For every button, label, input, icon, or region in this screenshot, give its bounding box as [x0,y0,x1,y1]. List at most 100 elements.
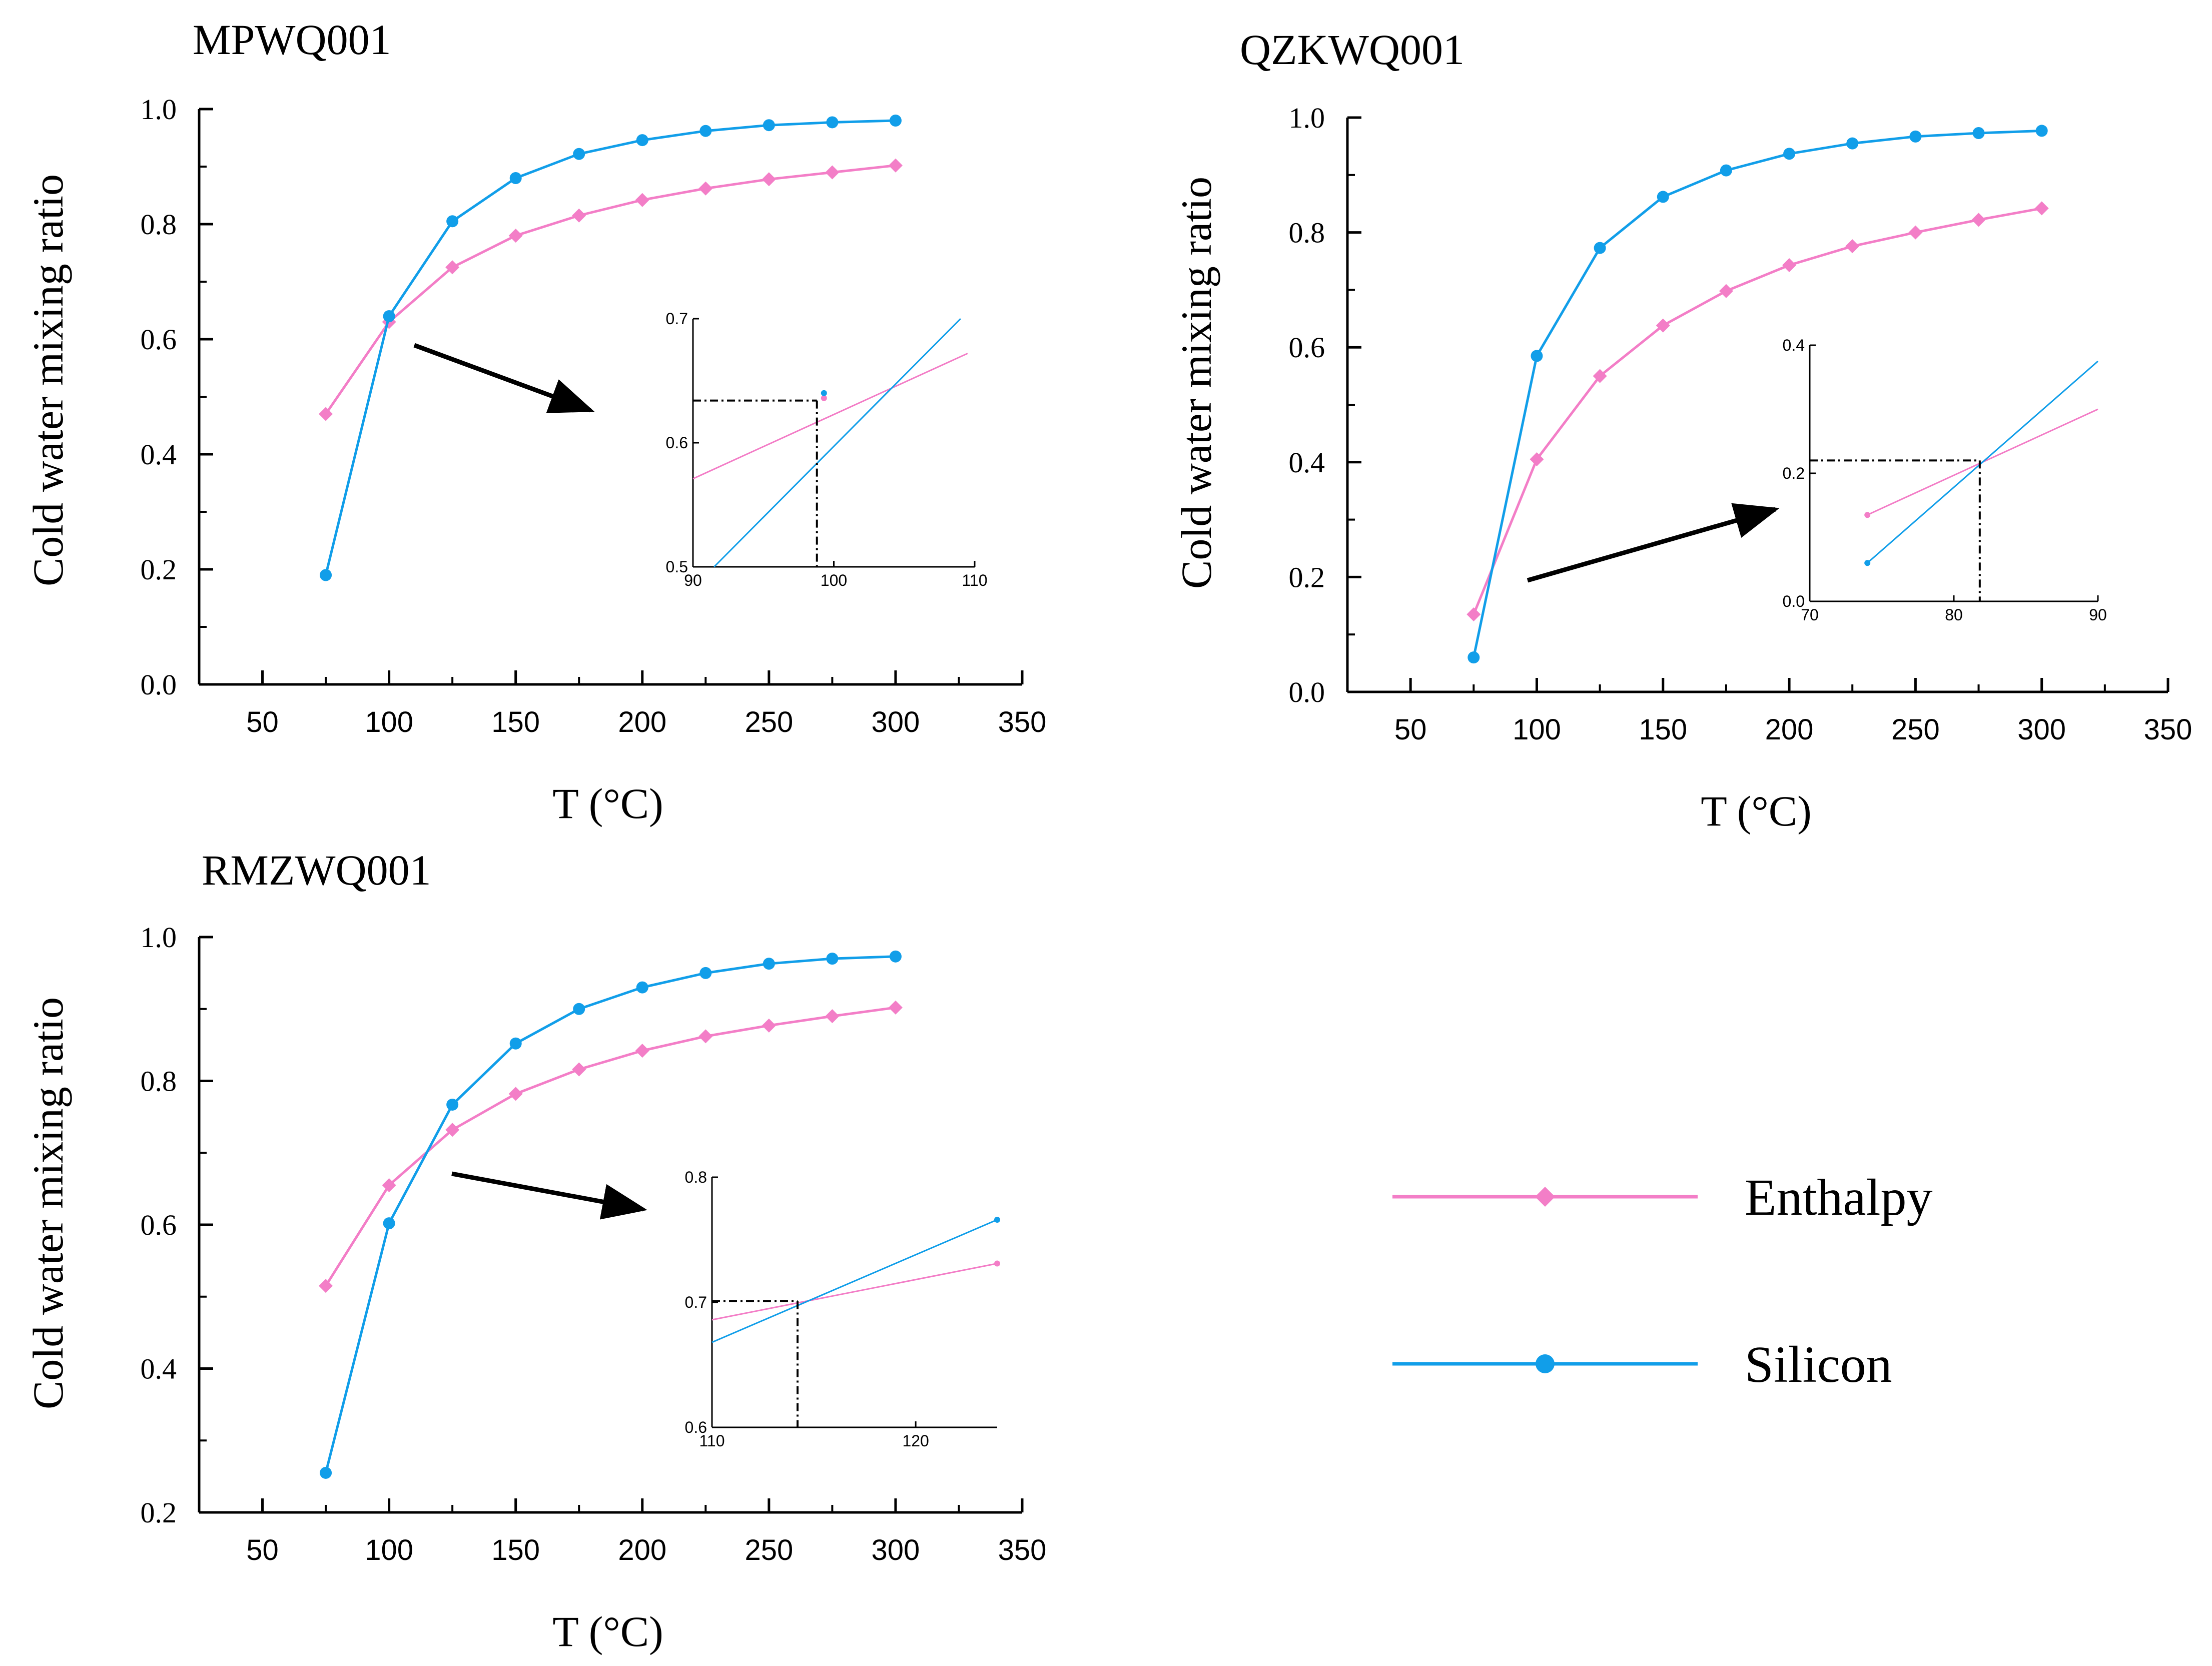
x-tick-label: 150 [491,706,540,738]
data-point-silicon [509,1037,522,1050]
inset-y-tick-label: 0.2 [1783,464,1805,482]
x-tick-label: 200 [618,706,666,738]
data-point-enthalpy [762,172,776,187]
data-point-silicon [383,310,395,322]
x-axis-label: T (°C) [1701,787,1812,835]
x-tick-label: 100 [1513,713,1561,746]
data-point-silicon [1972,127,1985,139]
y-tick-label: 0.4 [1289,446,1325,479]
data-point-enthalpy [698,181,713,196]
inset-chart: 70 80 90 0.0 0.2 0.4 [1783,336,2107,624]
data-point-silicon [1531,350,1543,362]
series-line-enthalpy [325,164,896,415]
chart-title: MPWQ001 [193,16,391,64]
y-axis-label: Cold water mixing ratio [24,997,72,1409]
inset-chart: 110 120 0.6 0.7 0.8 [685,1168,1000,1450]
data-point-silicon [320,569,332,581]
inset-line-silicon [713,318,961,568]
y-tick-label: 0.2 [141,1496,177,1529]
data-point-enthalpy [762,1018,776,1033]
x-tick-label: 350 [998,1534,1047,1566]
x-axis-label: T (°C) [552,1607,663,1655]
data-point-enthalpy [825,1009,840,1024]
data-point-silicon [383,1217,395,1230]
inset-point-enthalpy [1864,512,1871,518]
data-point-silicon [1783,148,1796,160]
data-point-enthalpy [2034,201,2049,216]
zoom-arrow [451,1171,647,1220]
x-tick-label: 50 [246,1534,279,1566]
legend-label-enthalpy: Enthalpy [1745,1169,1932,1226]
inset-point-silicon [1864,560,1871,566]
data-point-silicon [1909,130,1922,143]
y-tick-label: 0.8 [141,1065,177,1098]
data-point-silicon [573,1003,585,1015]
x-tick-label: 200 [1765,713,1814,746]
data-point-silicon [699,125,712,137]
inset-y-tick-label: 0.6 [685,1418,707,1436]
inset-point-enthalpy [994,1260,1000,1267]
y-tick-label: 1.0 [141,921,177,954]
data-point-silicon [763,958,775,970]
y-tick-label: 1.0 [1289,102,1325,134]
series-line-silicon [324,955,896,1473]
data-point-enthalpy [382,1178,396,1192]
inset-x-tick-label: 100 [821,571,847,589]
inset-y-tick-label: 0.0 [1783,592,1805,610]
series-line-silicon [324,119,896,576]
legend-label-silicon: Silicon [1745,1336,1892,1393]
data-point-enthalpy [319,407,333,421]
data-point-enthalpy [698,1029,713,1044]
inset-x-tick-label: 90 [684,571,702,589]
x-tick-label: 200 [618,1534,666,1566]
series-line-enthalpy [324,1006,896,1287]
data-point-silicon [636,134,648,147]
data-point-enthalpy [445,260,460,275]
data-point-silicon [320,1466,332,1479]
data-point-enthalpy [1656,318,1670,333]
x-tick-label: 150 [491,1534,540,1566]
legend-marker-enthalpy [1535,1187,1555,1207]
data-point-silicon [446,1098,459,1111]
legend: Enthalpy Silicon [1392,1169,1932,1393]
inset-y-tick-label: 0.5 [666,558,688,576]
data-point-enthalpy [1466,607,1481,622]
data-point-enthalpy [825,165,840,180]
y-tick-label: 0.6 [1289,331,1325,364]
data-point-silicon [509,172,522,184]
chart-panel: 50 100 150 200 250 300 350 0.0 0.2 0.4 0.6 0.8 1.0 70… [1289,102,2192,746]
y-tick-label: 0.2 [141,553,177,586]
x-tick-label: 250 [745,706,793,738]
inset-point-silicon [994,1217,1000,1223]
inset-chart: 90 100 110 0.5 0.6 0.7 [666,310,988,589]
inset-x-tick-label: 110 [962,571,987,589]
chart-panel: 50 100 150 200 250 300 350 0.0 0.2 0.4 0.6 0.8 1.0 90… [141,93,1047,738]
data-point-enthalpy [888,1000,903,1015]
data-point-silicon [826,953,839,965]
inset-y-tick-label: 0.4 [1783,336,1805,354]
data-point-enthalpy [508,1087,523,1101]
data-point-silicon [2035,125,2048,137]
x-tick-label: 50 [1394,713,1427,746]
data-point-enthalpy [1971,213,1986,227]
y-tick-label: 0.0 [1289,676,1325,708]
inset-x-tick-label: 80 [1945,606,1963,624]
inset-point-silicon [821,390,827,396]
data-point-silicon [826,116,839,129]
series-line-enthalpy [1472,207,2042,615]
x-tick-label: 50 [246,706,279,738]
x-tick-label: 350 [998,706,1047,738]
y-tick-label: 1.0 [141,93,177,126]
data-point-silicon [1467,651,1480,664]
data-point-enthalpy [319,1279,333,1293]
data-point-enthalpy [1719,284,1733,298]
y-tick-label: 0.8 [141,208,177,241]
x-tick-label: 100 [365,706,413,738]
x-tick-label: 250 [745,1534,793,1566]
chart-title: QZKWQ001 [1240,26,1464,74]
chart-title: RMZWQ001 [202,846,431,894]
inset-x-tick-label: 90 [2089,606,2107,624]
series-line-silicon [1472,129,2042,658]
inset-x-tick-label: 70 [1801,606,1819,624]
